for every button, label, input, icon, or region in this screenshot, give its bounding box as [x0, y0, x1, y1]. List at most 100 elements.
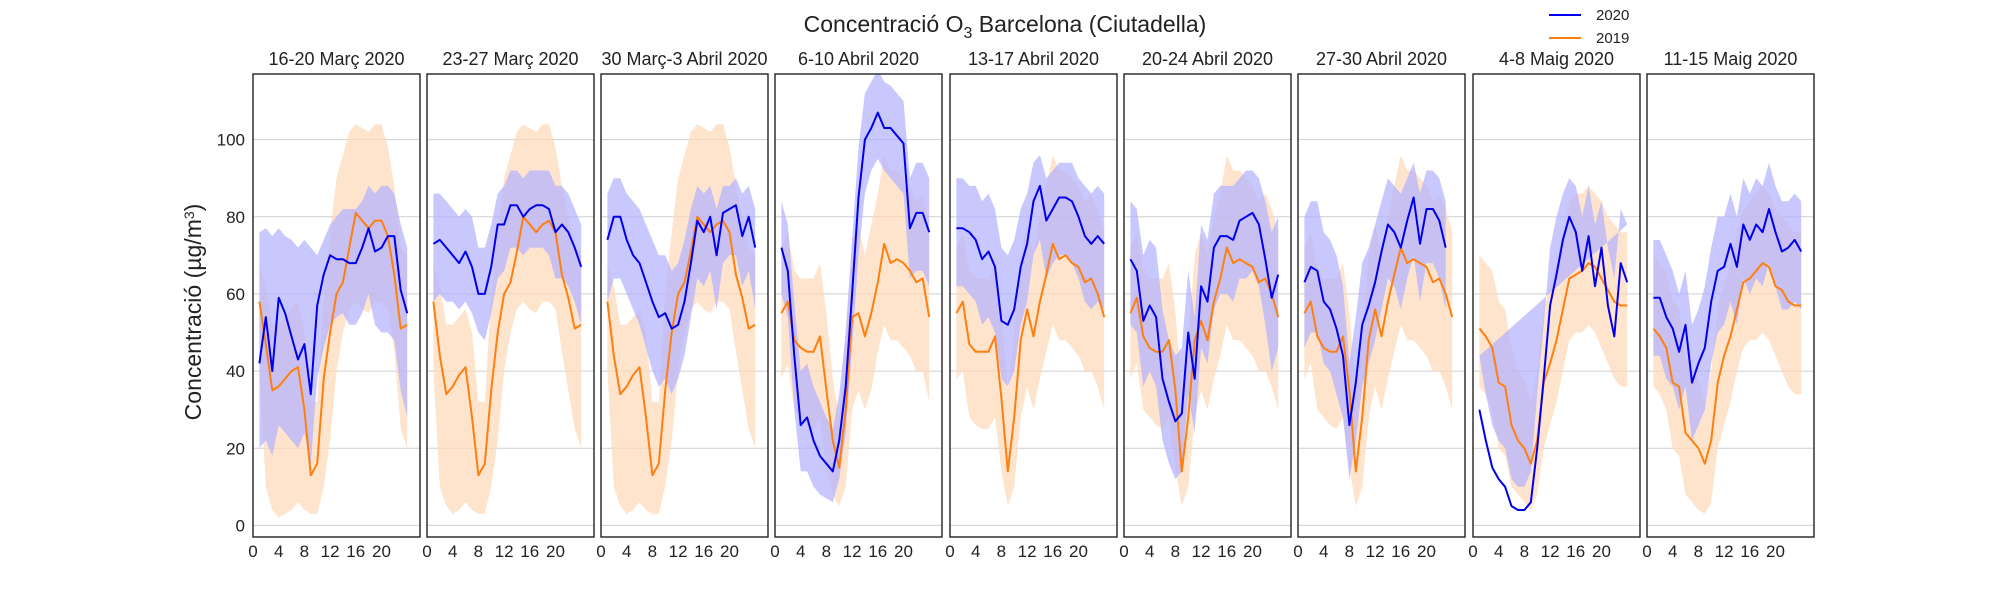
- x-tick-label-6-0: 0: [1293, 542, 1302, 561]
- y-tick-label-1: 20: [226, 439, 245, 458]
- panel-7: 4-8 Maig 2020 0 4 8 12 16 20: [1468, 49, 1641, 561]
- x-tick-label-7-0: 0: [1468, 542, 1477, 561]
- panel-plot-2: [601, 124, 768, 526]
- x-tick-label-2-0: 0: [596, 542, 605, 561]
- panel-title-1: 23-27 Març 2020: [442, 49, 578, 69]
- line-2020-panel-1: [432, 204, 583, 295]
- panel-title-5: 20-24 Abril 2020: [1142, 49, 1273, 69]
- panel-5: 20-24 Abril 2020 0 4 8 12 16 20: [1119, 49, 1292, 561]
- x-tick-label-0-4: 16: [346, 542, 365, 561]
- panel-frame-3: [774, 73, 943, 538]
- x-tick-label-3-2: 8: [822, 542, 831, 561]
- x-tick-label-3-1: 4: [796, 542, 805, 561]
- line-2019-panel-3: [780, 242, 931, 469]
- x-tick-label-2-1: 4: [622, 542, 631, 561]
- panel-2: 30 Març-3 Abril 2020 0 4 8 12 16 20: [596, 49, 769, 561]
- x-tick-label-1-4: 16: [520, 542, 539, 561]
- panel-3: 6-10 Abril 2020 0 4 8 12 16 20: [770, 49, 943, 561]
- y-tick-label-2: 40: [226, 362, 245, 381]
- panel-frame-7: [1472, 73, 1641, 538]
- x-tick-label-7-3: 12: [1541, 542, 1560, 561]
- x-tick-label-1-0: 0: [422, 542, 431, 561]
- x-tick-label-8-4: 16: [1740, 542, 1759, 561]
- x-tick-label-7-2: 8: [1520, 542, 1529, 561]
- panel-plot-4: [950, 139, 1117, 526]
- band-2020-panel-1: [433, 170, 582, 341]
- panel-plot-6: [1298, 139, 1465, 526]
- band-2020-panel-0: [259, 185, 408, 464]
- legend-label-2020: 2020: [1596, 7, 1629, 24]
- x-tick-label-2-4: 16: [694, 542, 713, 561]
- panel-plot-5: [1124, 139, 1291, 526]
- panel-4: 13-17 Abril 2020 0 4 8 12 16 20: [945, 49, 1118, 561]
- band-2020-panel-6: [1304, 162, 1446, 480]
- x-tick-label-5-4: 16: [1217, 542, 1236, 561]
- line-2020-panel-0: [258, 227, 409, 396]
- x-tick-label-1-1: 4: [448, 542, 457, 561]
- panel-frame-1: [426, 73, 595, 538]
- line-2020-panel-6: [1303, 196, 1447, 427]
- x-tick-label-7-5: 20: [1592, 542, 1611, 561]
- line-2019-panel-8: [1652, 262, 1802, 465]
- y-tick-label-5: 100: [217, 131, 245, 150]
- panel-plot-7: [1473, 139, 1640, 526]
- panel-title-8: 11-15 Maig 2020: [1664, 49, 1798, 69]
- band-2020-panel-5: [1130, 170, 1279, 480]
- panel-1: 23-27 Març 2020 0 4 8 12 16 20: [422, 49, 595, 561]
- panel-title-4: 13-17 Abril 2020: [968, 49, 1099, 69]
- x-tick-label-7-1: 4: [1494, 542, 1503, 561]
- x-tick-label-4-3: 12: [1018, 542, 1037, 561]
- panel-8: 11-15 Maig 2020 0 4 8 12 16 20: [1642, 49, 1815, 561]
- x-tick-label-2-2: 8: [648, 542, 657, 561]
- x-tick-label-6-1: 4: [1319, 542, 1328, 561]
- panel-title-6: 27-30 Abril 2020: [1316, 49, 1447, 69]
- x-tick-label-5-2: 8: [1171, 542, 1180, 561]
- panel-frame-4: [949, 73, 1118, 538]
- panel-plot-8: [1647, 139, 1814, 526]
- y-tick-label-0: 0: [236, 516, 245, 535]
- band-2020-panel-4: [956, 155, 1105, 387]
- x-tick-label-0-1: 4: [274, 542, 283, 561]
- x-tick-label-1-3: 12: [495, 542, 514, 561]
- x-tick-label-4-1: 4: [971, 542, 980, 561]
- x-tick-label-2-3: 12: [669, 542, 688, 561]
- y-tick-label-4: 80: [226, 208, 245, 227]
- line-2020-panel-7: [1478, 215, 1629, 511]
- band-2020-panel-3: [781, 74, 930, 503]
- line-2019-panel-0: [258, 211, 408, 477]
- x-tick-label-3-5: 20: [894, 542, 913, 561]
- x-tick-label-3-0: 0: [770, 542, 779, 561]
- panel-frame-8: [1646, 73, 1815, 538]
- panel-frame-0: [252, 73, 421, 538]
- x-tick-label-0-3: 12: [321, 542, 340, 561]
- panel-frame-5: [1123, 73, 1292, 538]
- y-axis-ticks: 0 20 40 60 80 100: [217, 131, 245, 536]
- x-tick-label-8-0: 0: [1642, 542, 1651, 561]
- panel-frame-2: [600, 73, 769, 538]
- x-tick-label-8-1: 4: [1668, 542, 1677, 561]
- line-2019-panel-6: [1303, 246, 1454, 473]
- x-tick-label-5-1: 4: [1145, 542, 1154, 561]
- x-tick-label-4-5: 20: [1069, 542, 1088, 561]
- panel-plot-0: [253, 124, 420, 526]
- x-tick-label-6-2: 8: [1345, 542, 1354, 561]
- panel-title-3: 6-10 Abril 2020: [798, 49, 919, 69]
- x-tick-label-6-3: 12: [1366, 542, 1385, 561]
- line-2019-panel-4: [955, 242, 1106, 473]
- line-2020-panel-8: [1653, 208, 1803, 384]
- line-2020-panel-4: [956, 184, 1105, 326]
- x-tick-label-6-4: 16: [1391, 542, 1410, 561]
- chart-title: Concentració O3 Barcelona (Ciutadella): [804, 11, 1207, 42]
- panel-title-0: 16-20 Març 2020: [268, 49, 404, 69]
- x-tick-label-8-3: 12: [1715, 542, 1734, 561]
- x-tick-label-4-0: 0: [945, 542, 954, 561]
- panel-6: 27-30 Abril 2020 0 4 8 12 16 20: [1293, 49, 1466, 561]
- line-2019-panel-1: [432, 215, 582, 477]
- y-axis-label: Concentració (µg/m3): [180, 204, 206, 421]
- x-tick-label-2-5: 20: [720, 542, 739, 561]
- x-tick-label-5-0: 0: [1119, 542, 1128, 561]
- line-2020-panel-2: [606, 204, 757, 330]
- line-2019-panel-5: [1129, 246, 1280, 473]
